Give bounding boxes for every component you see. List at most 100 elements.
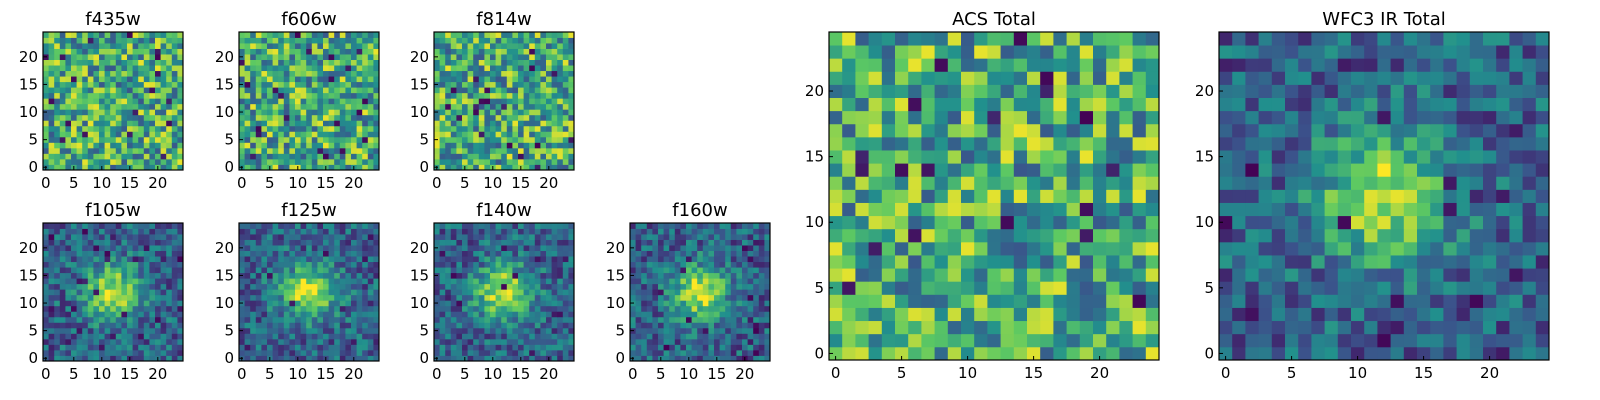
heatmap-cell bbox=[456, 250, 463, 257]
heatmap-cell bbox=[961, 202, 975, 217]
x-tick-label: 20 bbox=[344, 174, 363, 192]
heatmap-cell bbox=[255, 70, 262, 77]
heatmap-cell bbox=[87, 239, 94, 246]
heatmap-cell bbox=[54, 37, 61, 44]
heatmap-cell bbox=[76, 311, 83, 318]
heatmap-cell bbox=[506, 294, 513, 301]
heatmap-cell bbox=[557, 136, 564, 143]
heatmap-cell bbox=[1079, 202, 1094, 217]
heatmap-cell bbox=[490, 278, 496, 285]
heatmap-cell bbox=[65, 70, 72, 77]
heatmap-cell bbox=[155, 81, 161, 88]
heatmap-cell bbox=[439, 239, 446, 246]
x-tick-label: 5 bbox=[460, 365, 470, 383]
heatmap-cell bbox=[99, 223, 105, 229]
heatmap-cell bbox=[311, 65, 318, 72]
heatmap-cell bbox=[155, 333, 161, 340]
heatmap-cell bbox=[295, 43, 301, 49]
heatmap-cell bbox=[362, 283, 369, 290]
heatmap-cell bbox=[54, 87, 61, 94]
heatmap-cell bbox=[121, 103, 128, 110]
heatmap-cell bbox=[523, 294, 530, 301]
heatmap-cell bbox=[462, 92, 468, 99]
heatmap-cell bbox=[295, 305, 301, 312]
heatmap-cell bbox=[127, 125, 133, 132]
heatmap-cell bbox=[155, 65, 161, 72]
heatmap-cell bbox=[48, 142, 55, 149]
heatmap-cell bbox=[730, 344, 737, 351]
heatmap-cell bbox=[110, 316, 117, 323]
heatmap-cell bbox=[1079, 346, 1094, 361]
heatmap-cell bbox=[272, 344, 279, 351]
heatmap-cell bbox=[177, 125, 184, 132]
heatmap-cell bbox=[93, 256, 100, 263]
heatmap-cell bbox=[646, 327, 653, 334]
heatmap-cell bbox=[267, 32, 273, 38]
heatmap-cell bbox=[646, 245, 653, 251]
heatmap-cell bbox=[328, 131, 335, 138]
heatmap-cell bbox=[658, 283, 664, 290]
heatmap-cell bbox=[138, 300, 145, 307]
heatmap-cell bbox=[300, 289, 307, 296]
heatmap-cell bbox=[523, 43, 530, 49]
heatmap-cell bbox=[93, 228, 100, 235]
heatmap-cell bbox=[255, 300, 262, 307]
heatmap-cell bbox=[702, 228, 709, 235]
heatmap-cell bbox=[345, 158, 352, 165]
heatmap-cell bbox=[54, 114, 61, 121]
heatmap-cell bbox=[104, 125, 111, 132]
heatmap-cell bbox=[160, 158, 167, 165]
heatmap-cell bbox=[630, 256, 636, 263]
heatmap-cell bbox=[495, 267, 502, 274]
heatmap-cell bbox=[334, 256, 341, 263]
heatmap-cell bbox=[328, 294, 335, 301]
heatmap-cell bbox=[54, 327, 61, 334]
heatmap-cell bbox=[557, 239, 564, 246]
heatmap-cell bbox=[261, 70, 268, 77]
heatmap-cell bbox=[177, 87, 184, 94]
heatmap-cell bbox=[87, 228, 94, 235]
heatmap-cell bbox=[71, 338, 77, 345]
heatmap-cell bbox=[250, 294, 257, 301]
heatmap-cell bbox=[295, 103, 301, 110]
heatmap-cell bbox=[267, 153, 273, 160]
heatmap-cell bbox=[501, 234, 508, 240]
heatmap-cell bbox=[289, 59, 296, 66]
heatmap-cell bbox=[323, 261, 329, 268]
heatmap-cell bbox=[518, 43, 524, 49]
heatmap-cell bbox=[467, 125, 474, 132]
heatmap-cell bbox=[345, 37, 352, 44]
heatmap-cell bbox=[495, 245, 502, 251]
heatmap-cell bbox=[283, 87, 290, 94]
heatmap-cell bbox=[1040, 346, 1054, 361]
heatmap-cell bbox=[373, 81, 380, 88]
x-tick-label: 0 bbox=[41, 365, 51, 383]
heatmap-cell bbox=[635, 283, 642, 290]
heatmap-cell bbox=[495, 65, 502, 72]
heatmap-cell bbox=[450, 164, 457, 171]
heatmap-cell bbox=[540, 228, 547, 235]
heatmap-cell bbox=[278, 250, 285, 257]
heatmap-cell bbox=[306, 164, 313, 171]
heatmap-cell bbox=[568, 153, 575, 160]
heatmap-cell bbox=[283, 250, 290, 257]
heatmap-cell bbox=[529, 305, 536, 312]
heatmap-cell bbox=[568, 76, 575, 83]
heatmap-cell bbox=[974, 176, 988, 190]
y-tick-label: 15 bbox=[410, 266, 429, 284]
y-tick-label: 20 bbox=[19, 48, 38, 66]
heatmap-cell bbox=[641, 261, 648, 268]
heatmap-cell bbox=[87, 48, 94, 55]
heatmap-cell bbox=[59, 164, 66, 171]
heatmap-cell bbox=[334, 120, 341, 127]
heatmap-cell bbox=[71, 147, 77, 154]
heatmap-cell bbox=[244, 70, 251, 77]
x-tick-label: 5 bbox=[69, 365, 79, 383]
heatmap-cell bbox=[59, 272, 66, 279]
heatmap-cell bbox=[283, 256, 290, 263]
heatmap-cell bbox=[110, 103, 117, 110]
heatmap-cell bbox=[250, 278, 257, 285]
heatmap-cell bbox=[149, 278, 156, 285]
heatmap-cell bbox=[462, 142, 468, 149]
